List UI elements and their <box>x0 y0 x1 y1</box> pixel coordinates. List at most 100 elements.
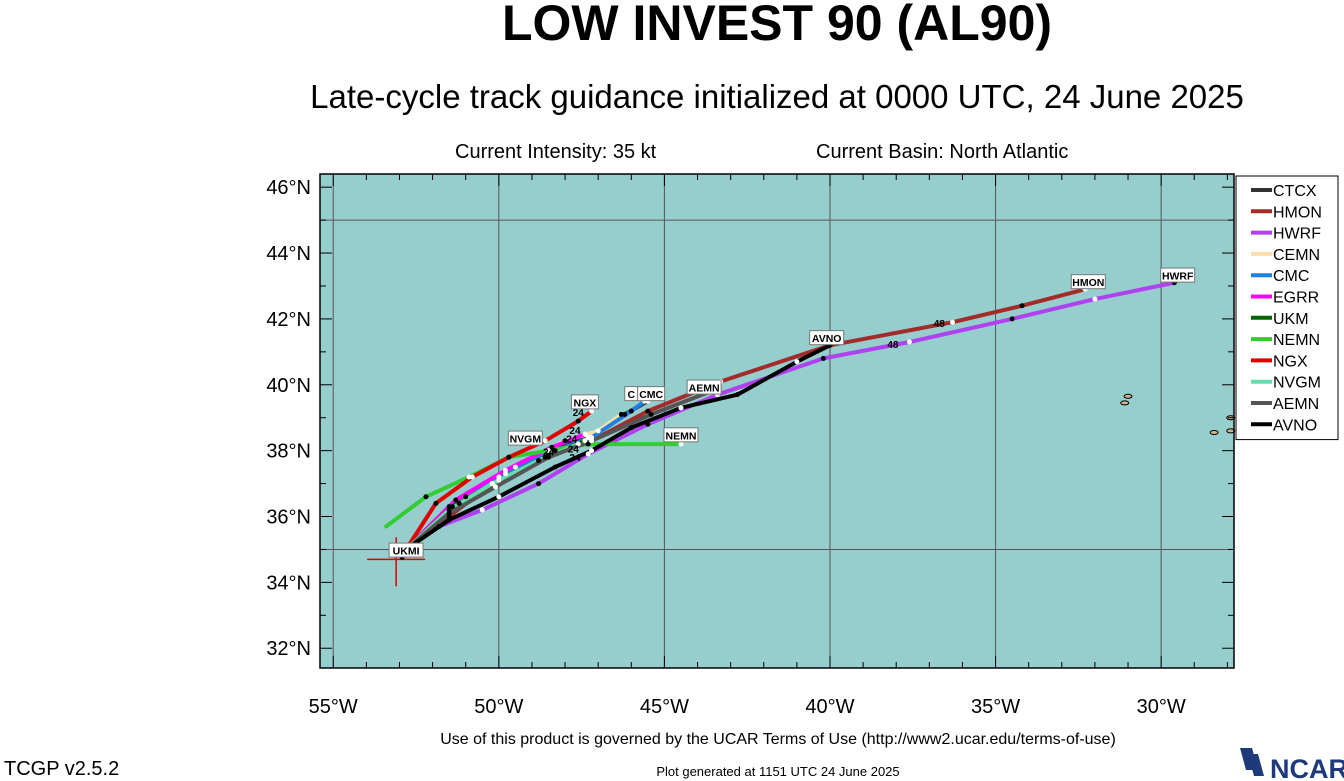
track-point <box>493 484 499 490</box>
chart-title: LOW INVEST 90 (AL90) <box>501 0 1053 51</box>
track-label: NGX <box>574 397 597 409</box>
track-point <box>512 464 518 470</box>
track-label: UKMI <box>393 546 420 558</box>
track-point <box>446 517 452 523</box>
track-point <box>463 494 469 500</box>
track-point <box>536 458 542 464</box>
track-label: CMC <box>639 389 663 401</box>
terms-of-use-text: Use of this product is governed by the U… <box>440 731 1116 748</box>
track-label-box <box>637 386 666 402</box>
track-point <box>433 500 439 506</box>
track-point <box>589 448 595 454</box>
track-label-box <box>663 427 699 443</box>
track-point <box>820 355 826 361</box>
track-point <box>546 454 551 460</box>
track-point <box>552 448 558 454</box>
track-label: AVNO <box>812 333 842 345</box>
track-point <box>436 523 442 529</box>
track-label-box <box>809 330 845 346</box>
track-point <box>585 441 591 447</box>
track-point <box>546 448 551 454</box>
track-point <box>589 438 595 444</box>
track-point <box>536 481 542 487</box>
forecast-hour-label: 24 <box>566 434 578 445</box>
track-point <box>549 444 555 450</box>
y-tick-label: 36°N <box>266 507 311 529</box>
x-tick-label: 55°W <box>309 696 358 718</box>
track-point <box>453 497 459 503</box>
track-point <box>906 339 912 345</box>
track-label: AEMN <box>689 383 720 395</box>
track-point <box>950 319 956 325</box>
forecast-hour-label: 48 <box>887 340 899 351</box>
track-point <box>449 504 455 510</box>
forecast-hour-label: 24 <box>573 408 585 419</box>
chart-subtitle: Late-cycle track guidance initialized at… <box>310 78 1244 115</box>
y-tick-label: 44°N <box>266 243 311 265</box>
track-point <box>496 477 502 483</box>
track-point <box>479 507 485 513</box>
legend-entry: NVGM <box>1273 375 1321 392</box>
track-label: NVGM <box>510 434 542 446</box>
track-point <box>575 441 581 447</box>
legend-box <box>1235 175 1339 441</box>
legend-entry: EGRR <box>1273 290 1319 307</box>
track-point <box>496 494 502 500</box>
legend-entry: CMC <box>1273 268 1309 285</box>
version-label: TCGP v2.5.2 <box>4 758 120 780</box>
ncar-logo-text: NCAR <box>1270 754 1344 780</box>
legend-entry: CEMN <box>1273 247 1320 264</box>
ocean-background <box>320 174 1234 668</box>
track-label: HWRF <box>1162 271 1194 283</box>
legend-entry: UKM <box>1273 311 1309 328</box>
track-point <box>506 454 512 460</box>
island-shape <box>1209 430 1219 436</box>
track-point <box>582 438 588 444</box>
forecast-hour-label: 24 <box>569 426 581 437</box>
island-shape <box>1120 400 1130 406</box>
track-point <box>595 428 601 434</box>
y-tick-label: 32°N <box>266 638 311 660</box>
plot-generated-text: Plot generated at 1151 UTC 24 June 2025 <box>656 764 900 779</box>
track-point <box>645 408 651 414</box>
track-point <box>1092 296 1098 302</box>
y-tick-label: 38°N <box>266 441 311 463</box>
track-point <box>423 494 429 500</box>
track-point <box>734 392 740 398</box>
track-point <box>1009 316 1015 322</box>
forecast-hour-label: 48 <box>934 319 946 330</box>
legend-entry: AVNO <box>1273 417 1317 434</box>
track-point <box>645 421 651 427</box>
track-point <box>618 411 624 417</box>
track-label-box <box>686 379 722 395</box>
track-point <box>502 467 508 473</box>
track-point <box>678 441 684 447</box>
track-line-avno <box>404 343 832 552</box>
track-point <box>575 418 581 424</box>
y-tick-label: 42°N <box>266 309 311 331</box>
track-point <box>678 405 684 411</box>
y-tick-label: 46°N <box>266 177 311 199</box>
y-tick-label: 34°N <box>266 572 311 594</box>
track-point <box>456 500 462 506</box>
x-tick-label: 30°W <box>1137 696 1186 718</box>
track-point <box>628 425 634 431</box>
track-point <box>1019 303 1025 309</box>
current-intensity: Current Intensity: 35 kt <box>455 141 657 163</box>
track-label-box <box>1070 274 1106 290</box>
legend-entry: NEMN <box>1273 332 1320 349</box>
forecast-hour-label: 24 <box>543 448 555 459</box>
legend-entry: HMON <box>1273 204 1322 221</box>
x-tick-label: 45°W <box>640 696 689 718</box>
track-point <box>582 431 588 437</box>
track-label: NEMN <box>666 430 697 442</box>
track-label-box <box>507 430 543 446</box>
track-point <box>648 411 654 417</box>
y-tick-label: 40°N <box>266 375 311 397</box>
ncar-logo-icon: NCAR <box>1240 748 1344 780</box>
current-basin: Current Basin: North Atlantic <box>816 141 1069 163</box>
track-label: HMON <box>1072 277 1104 289</box>
track-label-box <box>388 542 424 558</box>
legend-entry: HWRF <box>1273 226 1321 243</box>
